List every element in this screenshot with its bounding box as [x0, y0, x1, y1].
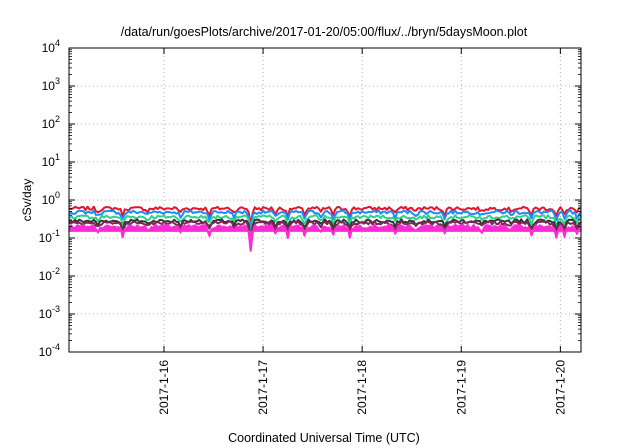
series-line	[68, 209, 582, 230]
x-tick-label: 2017-1-17	[256, 360, 270, 415]
x-tick-label: 2017-1-16	[157, 360, 171, 415]
series-line	[68, 218, 582, 241]
y-tick-label: 104	[42, 38, 60, 55]
y-tick-label: 100	[42, 190, 60, 207]
y-tick-label: 10-4	[39, 342, 60, 359]
series-line	[68, 205, 582, 225]
series-line	[68, 223, 582, 252]
x-tick-label: 2017-1-19	[454, 360, 468, 415]
series-line	[68, 220, 582, 244]
y-tick-label: 10-1	[39, 228, 60, 245]
chart-title: /data/run/goesPlots/archive/2017-01-20/0…	[121, 25, 528, 39]
x-tick-label: 2017-1-20	[553, 360, 567, 415]
y-tick-label: 10-2	[39, 266, 60, 283]
y-axis-label: cSv/day	[20, 179, 34, 222]
y-tick-label: 102	[42, 114, 60, 131]
grid-lines	[69, 48, 581, 352]
series-line	[68, 214, 582, 237]
x-axis-label: Coordinated Universal Time (UTC)	[228, 431, 420, 445]
axes: 10-4 10-3 10-2 10-1 100 101 102 103 104 2017-1-16…	[39, 38, 581, 415]
y-tick-label: 10-3	[39, 304, 60, 321]
x-tick-label: 2017-1-18	[355, 360, 369, 415]
y-tick-label: 103	[42, 76, 60, 93]
data-series	[68, 205, 582, 252]
y-tick-label: 101	[42, 152, 60, 169]
